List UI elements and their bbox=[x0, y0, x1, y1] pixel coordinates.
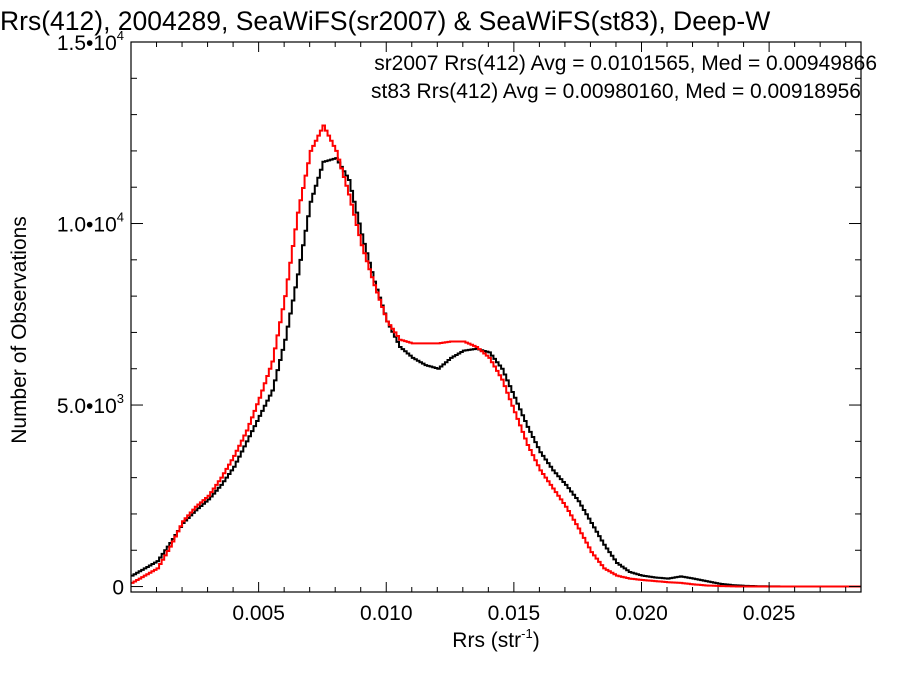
x-tick-label: 0.010 bbox=[360, 602, 413, 625]
plot-frame bbox=[130, 41, 862, 593]
legend-entry-sr2007: sr2007 Rrs(412) Avg = 0.0101565, Med = 0… bbox=[374, 52, 877, 75]
plot-content bbox=[131, 124, 861, 588]
series-line-st83 bbox=[131, 124, 861, 588]
x-tick-label: 0.025 bbox=[743, 602, 796, 625]
series-lines bbox=[131, 124, 861, 588]
y-tick-label: 1.5•104 bbox=[57, 28, 124, 55]
x-tick-label: 0.005 bbox=[232, 602, 285, 625]
y-tick-label: 5.0•103 bbox=[57, 391, 124, 418]
y-axis-label-group: Number of Observations bbox=[8, 216, 31, 444]
y-tick-label: 0 bbox=[112, 577, 124, 600]
x-axis-label-main: Rrs (str bbox=[452, 629, 521, 652]
x-tick-label: 0.020 bbox=[615, 602, 668, 625]
y-tick-label-base: 0 bbox=[112, 577, 124, 600]
legend: sr2007 Rrs(412) Avg = 0.0101565, Med = 0… bbox=[371, 52, 877, 103]
legend-entry-st83: st83 Rrs(412) Avg = 0.00980160, Med = 0.… bbox=[371, 80, 861, 103]
x-axis-label: Rrs (str-1) bbox=[452, 626, 539, 652]
y-tick-label-exp: 4 bbox=[117, 210, 124, 225]
y-tick-label-exp: 4 bbox=[117, 28, 124, 43]
x-axis-label-sup: -1 bbox=[521, 626, 533, 641]
y-axis-label: Number of Observations bbox=[8, 216, 31, 444]
y-tick-label-exp: 3 bbox=[117, 391, 124, 406]
tick-labels: 0.005 0.010 0.015 0.020 0.02505.0•1031.0•104… bbox=[57, 28, 796, 625]
x-tick-label: 0.015 bbox=[488, 602, 541, 625]
series-line-sr2007 bbox=[131, 157, 861, 588]
chart-title: Rrs(412), 2004289, SeaWiFS(sr2007) & Sea… bbox=[0, 6, 770, 36]
y-tick-label-base: 5.0•10 bbox=[57, 395, 117, 418]
y-tick-label-base: 1.5•10 bbox=[57, 32, 117, 55]
axis-ticks bbox=[131, 41, 861, 592]
x-axis-label-suffix: ) bbox=[533, 629, 540, 652]
y-tick-label-base: 1.0•10 bbox=[57, 214, 117, 237]
y-tick-label: 1.0•104 bbox=[57, 210, 124, 237]
